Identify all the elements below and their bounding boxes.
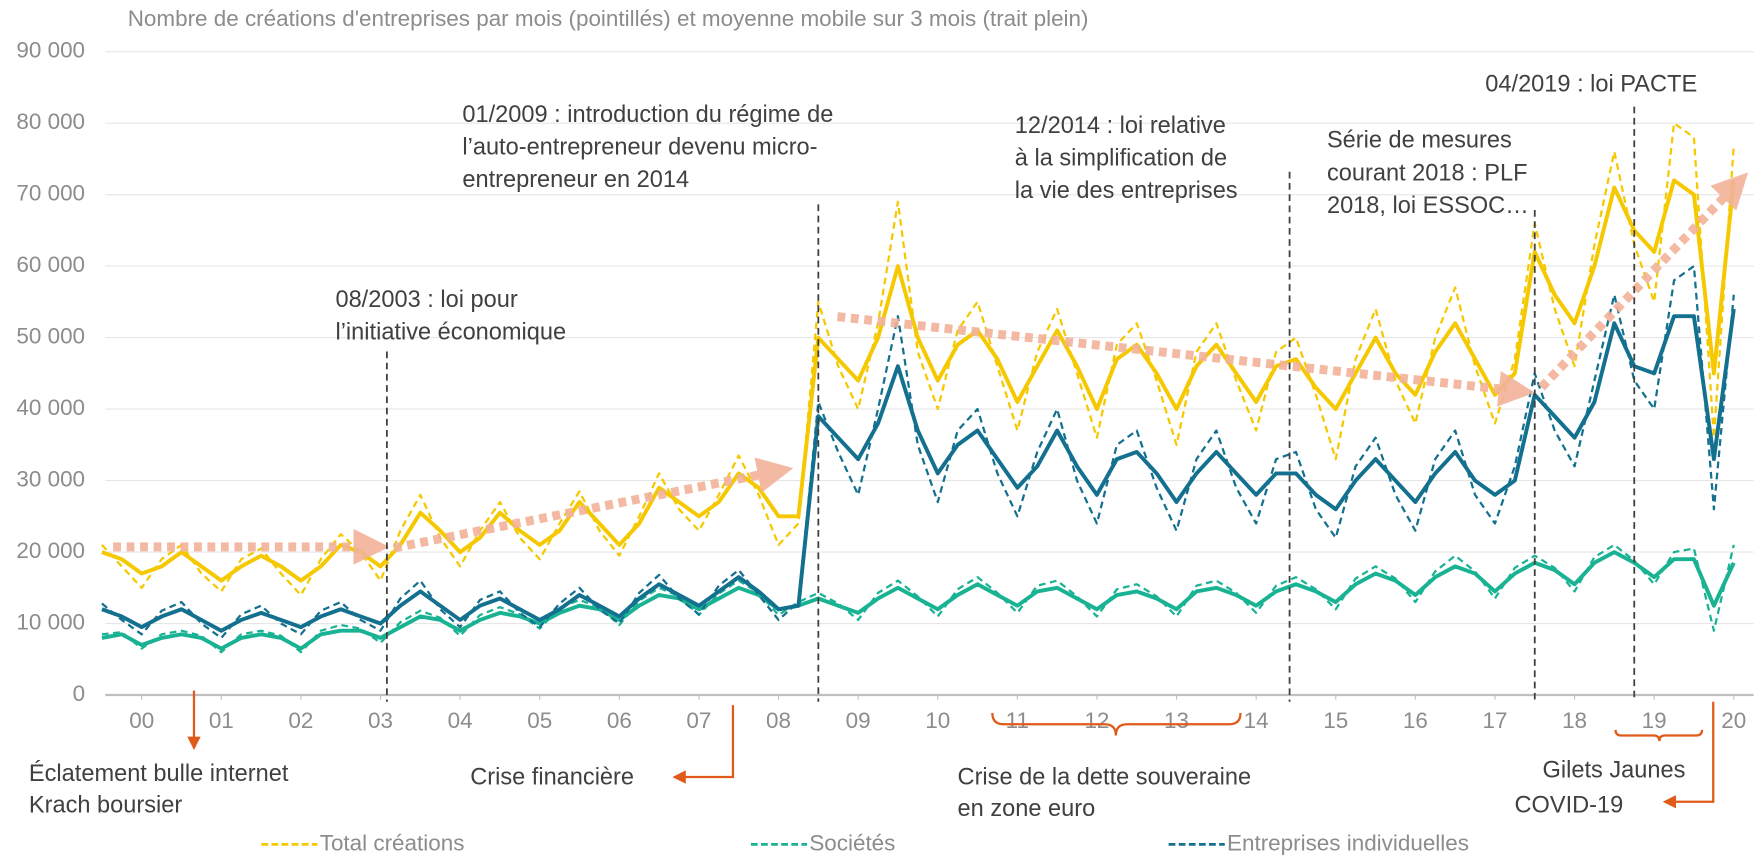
legend-label: Entreprises individuelles [1227,830,1469,855]
y-tick-label: 70 000 [16,181,85,206]
x-tick-label: 03 [368,708,393,733]
trend-arrow [392,457,794,553]
event-label: 08/2003 : loi pour [335,286,517,312]
crisis-label: Krach boursier [29,791,182,817]
event-label: 2018, loi ESSOC… [1327,192,1529,218]
event-label: Série de mesures [1327,127,1512,153]
arrow [672,705,735,784]
events: 08/2003 : loi pour l’initiative économiqu… [335,71,1697,702]
trend-arrow [1538,172,1749,391]
y-tick-label: 0 [73,681,85,706]
x-tick-label: 09 [846,708,871,733]
event-label: 04/2019 : loi PACTE [1485,71,1697,97]
trend-arrow [836,312,1535,407]
x-tick-label: 05 [527,708,552,733]
y-tick-label: 80 000 [16,109,85,134]
crisis-markers [187,690,1715,809]
brace [991,712,1242,736]
x-tick-label: 02 [288,708,313,733]
x-tick-label: 18 [1562,708,1587,733]
crisis-labels: Éclatement bulle internet Krach boursier… [29,757,1685,821]
x-tick-label: 15 [1323,708,1348,733]
y-tick-label: 20 000 [16,538,85,563]
crisis-label: COVID-19 [1514,791,1623,817]
arrow [1662,701,1715,809]
crisis-label: Éclatement bulle internet [29,760,289,786]
trend-arrows [113,172,1749,565]
x-tick-label: 20 [1721,708,1746,733]
brace [1614,729,1704,742]
event-label: entrepreneur en 2014 [462,166,689,192]
chart-title: Nombre de créations d'entreprises par mo… [128,6,1089,31]
event-label: à la simplification de [1015,145,1227,171]
moving-average-line [101,550,1736,651]
x-tick-label: 11 [1006,708,1029,733]
event-label: la vie des entreprises [1015,177,1238,203]
y-tick-label: 40 000 [16,395,85,420]
x-tick-label: 06 [607,708,632,733]
y-tick-label: 90 000 [16,38,85,63]
y-tick-label: 10 000 [16,610,85,635]
x-tick-label: 08 [766,708,791,733]
moving-average-line [101,178,1736,583]
event-label: courant 2018 : PLF [1327,159,1528,185]
x-tick-label: 07 [686,708,711,733]
monthly-line [101,264,1735,640]
x-tick-label: 04 [448,708,473,733]
event-label: 12/2014 : loi relative [1015,112,1226,138]
grid: 0 10 000 20 000 30 000 40 000 50 000 60 000 70 … [16,38,1754,733]
event-label: l’auto-entrepreneur devenu micro- [462,133,817,159]
y-tick-label: 50 000 [16,324,85,349]
x-tick-label: 16 [1403,708,1428,733]
x-tick-label: 13 [1164,708,1189,733]
crisis-label: en zone euro [958,795,1096,821]
legend: Total créations Sociétés Entreprises indiv… [261,830,1469,855]
x-tick-label: 01 [209,708,234,733]
x-tick-label: 14 [1244,708,1269,733]
event-label: 01/2009 : introduction du régime de [462,101,833,127]
legend-label: Sociétés [809,830,895,855]
y-tick-label: 60 000 [16,252,85,277]
x-tick-label: 19 [1642,708,1667,733]
moving-average-line [101,308,1736,633]
x-tick-label: 00 [129,708,154,733]
crisis-label: Gilets Jaunes [1543,757,1686,783]
x-tick-label: 17 [1482,708,1507,733]
x-tick-label: 12 [1084,708,1109,733]
crisis-label: Crise de la dette souveraine [958,763,1252,789]
event-label: l’initiative économique [335,319,566,345]
x-tick-label: 10 [925,708,950,733]
crisis-label: Crise financière [470,763,634,789]
legend-label: Total créations [320,830,465,855]
y-tick-label: 30 000 [16,467,85,492]
